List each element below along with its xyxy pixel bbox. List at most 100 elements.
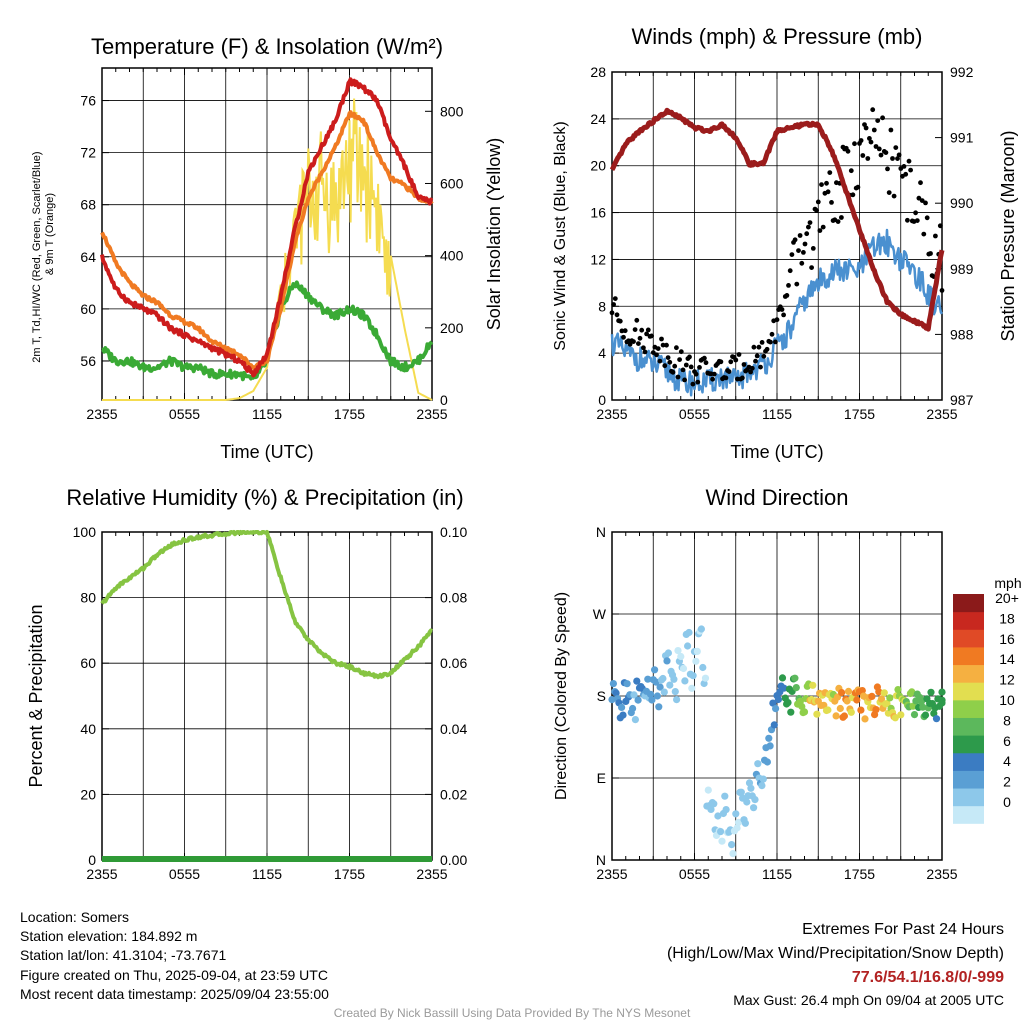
gust-point <box>774 317 780 323</box>
gust-point <box>764 346 770 352</box>
y2-tick-label: 0.02 <box>440 786 467 802</box>
y-axis-label: Percent & Precipitation <box>26 604 46 787</box>
gust-point <box>914 218 920 224</box>
x-tick-label: 2355 <box>596 866 627 882</box>
direction-point <box>646 690 655 698</box>
legend-label: 16 <box>999 631 1015 647</box>
gust-point <box>888 127 894 133</box>
direction-point <box>930 709 938 718</box>
station-latlon: Station lat/lon: 41.3104; -73.7671 <box>20 947 227 964</box>
x-tick-label: 1755 <box>844 866 875 882</box>
x-tick-label: 1155 <box>762 406 792 422</box>
direction-point <box>721 792 729 800</box>
gust-point <box>756 344 762 350</box>
legend-swatch <box>953 646 984 666</box>
extremes-block: Extremes For Past 24 Hours (High/Low/Max… <box>667 918 1004 1010</box>
y-tick-label: 72 <box>80 145 96 161</box>
y-tick-label: 40 <box>80 721 96 737</box>
extremes-title: Extremes For Past 24 Hours <box>802 921 1004 938</box>
gust-point <box>890 156 895 161</box>
gust-point <box>733 357 739 363</box>
series-insolation <box>102 98 433 401</box>
gust-point <box>632 327 638 332</box>
gust-point <box>693 371 699 377</box>
direction-point <box>857 706 865 714</box>
gust-point <box>642 349 648 355</box>
legend-swatch <box>953 611 984 630</box>
y-tick-label: E <box>597 770 606 786</box>
direction-point <box>714 812 722 820</box>
direction-point <box>909 702 917 710</box>
gust-point <box>928 251 933 256</box>
x-tick-label: 0555 <box>169 406 200 422</box>
y2-tick-label: 990 <box>950 195 974 211</box>
gust-point <box>850 192 856 198</box>
gust-point <box>611 302 616 307</box>
direction-point <box>791 674 799 682</box>
y2-tick-label: 0.04 <box>440 721 467 737</box>
gust-point <box>924 215 930 221</box>
gust-point <box>655 346 661 351</box>
y2-tick-label: 992 <box>950 64 974 80</box>
gust-point <box>614 312 620 318</box>
direction-point <box>677 652 685 661</box>
gust-point <box>885 166 890 172</box>
gust-point <box>797 233 803 238</box>
legend-label: 6 <box>1003 733 1011 749</box>
gust-point <box>829 200 834 205</box>
x-tick-label: 2355 <box>86 866 117 882</box>
direction-point <box>648 696 656 704</box>
legend-label: 20+ <box>995 590 1019 606</box>
direction-point <box>734 818 743 827</box>
direction-point <box>813 710 821 718</box>
gust-point <box>852 141 857 147</box>
gust-point <box>703 360 709 366</box>
gust-point <box>644 331 649 337</box>
direction-point <box>743 798 751 806</box>
gust-point <box>819 182 824 188</box>
gust-point <box>792 237 798 243</box>
y-tick-label: 100 <box>73 524 97 540</box>
direction-point <box>697 625 706 633</box>
direction-point <box>660 688 668 696</box>
gust-point <box>617 318 623 324</box>
y2-axis-label: Station Pressure (Maroon) <box>998 130 1018 341</box>
gust-point <box>759 340 765 345</box>
direction-point <box>908 688 916 696</box>
y2-tick-label: 989 <box>950 261 974 277</box>
direction-point <box>891 714 899 722</box>
gust-point <box>876 146 882 152</box>
gust-point <box>873 144 879 149</box>
gust-point <box>896 152 902 158</box>
gust-point <box>677 357 682 362</box>
legend-swatch <box>953 770 984 789</box>
direction-point <box>809 681 817 689</box>
y2-tick-label: 200 <box>440 320 464 336</box>
gust-point <box>835 219 841 225</box>
y-tick-label: 12 <box>590 251 606 267</box>
gust-point <box>657 358 663 364</box>
series-temperature <box>100 77 434 378</box>
gust-point <box>937 223 943 229</box>
direction-point <box>800 708 809 716</box>
direction-point <box>910 711 919 719</box>
gust-point <box>678 349 684 355</box>
direction-point <box>722 806 730 814</box>
legend-swatch <box>953 594 984 613</box>
gust-point <box>855 184 861 190</box>
max-gust: Max Gust: 26.4 mph On 09/04 at 2005 UTC <box>733 992 1004 1008</box>
direction-point <box>784 699 792 707</box>
gust-point <box>820 224 826 230</box>
direction-point <box>894 686 902 694</box>
gust-point <box>688 364 694 370</box>
gust-point <box>784 293 790 298</box>
gust-point <box>779 307 785 312</box>
gust-point <box>921 231 927 237</box>
x-tick-label: 1755 <box>334 866 365 882</box>
direction-point <box>704 786 712 794</box>
y2-tick-label: 991 <box>950 130 974 146</box>
station-elevation: Station elevation: 184.892 m <box>20 928 198 945</box>
y2-tick-label: 400 <box>440 248 464 264</box>
direction-point <box>651 666 659 674</box>
gust-point <box>631 339 636 344</box>
